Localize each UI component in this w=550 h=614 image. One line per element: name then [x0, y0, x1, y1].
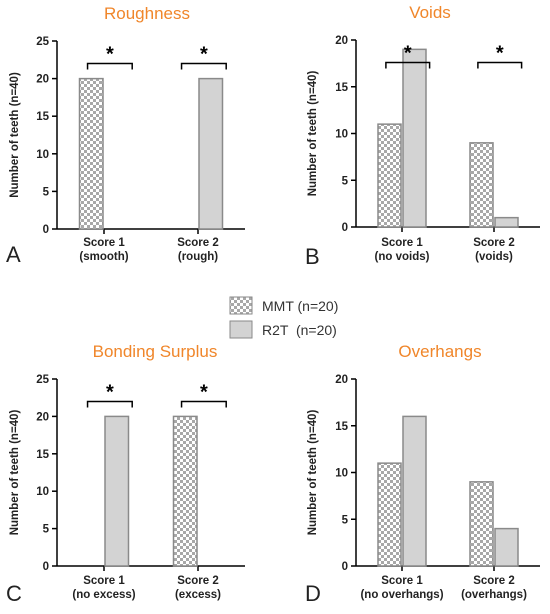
significance-star: * [404, 42, 412, 64]
chart-panels: Roughness A Number of teeth (n=40) 0 5 10 15 20… [6, 3, 540, 606]
chart-title: Voids [409, 3, 451, 22]
y-tick-label: 20 [335, 35, 348, 47]
bar-r2t [104, 415, 130, 567]
significance-bracket [180, 62, 227, 70]
panel-letter: A [6, 242, 21, 267]
x-tick-label: (no excess) [72, 589, 135, 601]
x-tick-label: Score 2 [473, 575, 515, 587]
x-tick-label: (no overhangs) [360, 589, 443, 601]
bar-r2t [198, 77, 224, 230]
panel-d: Overhangs D Number of teeth (n=40) 0 5 10 15 20… [305, 342, 540, 606]
legend-swatch-r2t [229, 320, 253, 339]
bar-mmt [377, 462, 402, 567]
chart-title: Overhangs [398, 342, 481, 361]
bar-mmt [469, 142, 494, 228]
legend-label-mmt: MMT (n=20) [262, 298, 338, 314]
y-tick-label: 15 [36, 111, 49, 123]
bar-r2t [402, 48, 427, 228]
x-tick-label: Score 1 [381, 575, 423, 587]
x-tick-label: (voids) [475, 251, 513, 263]
bar-r2t [494, 527, 519, 567]
y-axis-label: Number of teeth (n=40) [307, 410, 319, 536]
significance-bracket [86, 62, 133, 70]
y-tick-label: 15 [335, 421, 348, 433]
panel-b: Voids B Number of teeth (n=40) 0 5 10 15 20 Scor… [305, 3, 540, 269]
x-tick-label: (overhangs) [461, 589, 527, 601]
significance-star: * [106, 44, 114, 66]
y-tick-label: 5 [342, 514, 349, 526]
significance-star: * [496, 42, 504, 64]
x-tick-label: (excess) [175, 589, 221, 601]
chart-title: Bonding Surplus [93, 342, 218, 361]
y-tick-label: 0 [342, 561, 348, 573]
significance-bracket [385, 61, 431, 69]
legend-swatch-mmt [229, 296, 253, 315]
bar-mmt [172, 415, 198, 567]
y-axis-label: Number of teeth (n=40) [9, 72, 21, 198]
chart-title: Roughness [104, 4, 190, 23]
y-tick-label: 15 [335, 82, 348, 94]
y-tick-label: 5 [43, 186, 50, 198]
x-tick-label: Score 1 [83, 237, 125, 249]
legend-label-r2t: R2T (n=20) [262, 322, 337, 338]
bar-r2t [402, 415, 427, 567]
y-tick-label: 20 [335, 374, 348, 386]
x-tick-label: Score 2 [177, 575, 219, 587]
x-tick-label: Score 2 [473, 237, 515, 249]
legend: MMT (n=20) R2T (n=20) [229, 296, 338, 339]
y-tick-label: 5 [342, 175, 349, 187]
panel-c: Bonding Surplus C Number of teeth (n=40) 0 5… [6, 342, 245, 606]
y-tick-label: 10 [36, 149, 49, 161]
y-tick-label: 0 [43, 561, 49, 573]
significance-star: * [200, 381, 208, 403]
x-tick-label: Score 2 [177, 237, 219, 249]
y-tick-label: 15 [36, 449, 49, 461]
x-tick-label: Score 1 [83, 575, 125, 587]
panel-letter: B [305, 244, 320, 269]
y-tick-label: 5 [43, 524, 50, 536]
y-tick-label: 10 [335, 129, 348, 141]
significance-bracket [86, 400, 133, 408]
significance-star: * [200, 44, 208, 66]
bar-mmt [469, 481, 494, 567]
panel-letter: C [6, 581, 22, 606]
y-tick-label: 25 [36, 374, 49, 386]
significance-star: * [106, 381, 114, 403]
y-axis-label: Number of teeth (n=40) [307, 71, 319, 197]
y-tick-label: 20 [36, 74, 49, 86]
x-tick-label: (rough) [178, 251, 218, 263]
y-tick-label: 10 [36, 486, 49, 498]
significance-bracket [180, 400, 227, 408]
y-tick-label: 0 [43, 224, 49, 236]
y-tick-label: 20 [36, 411, 49, 423]
x-tick-label: (no voids) [375, 251, 430, 263]
x-tick-label: (smooth) [79, 251, 128, 263]
y-axis-label: Number of teeth (n=40) [9, 410, 21, 536]
panel-a: Roughness A Number of teeth (n=40) 0 5 10 15 20… [6, 4, 245, 267]
bar-mmt [78, 77, 104, 230]
y-tick-label: 25 [36, 36, 49, 48]
bar-mmt [377, 123, 402, 228]
bar-r2t [494, 216, 519, 228]
x-tick-label: Score 1 [381, 237, 423, 249]
y-tick-label: 0 [342, 222, 348, 234]
significance-bracket [477, 61, 523, 69]
y-tick-label: 10 [335, 468, 348, 480]
panel-letter: D [305, 581, 321, 606]
